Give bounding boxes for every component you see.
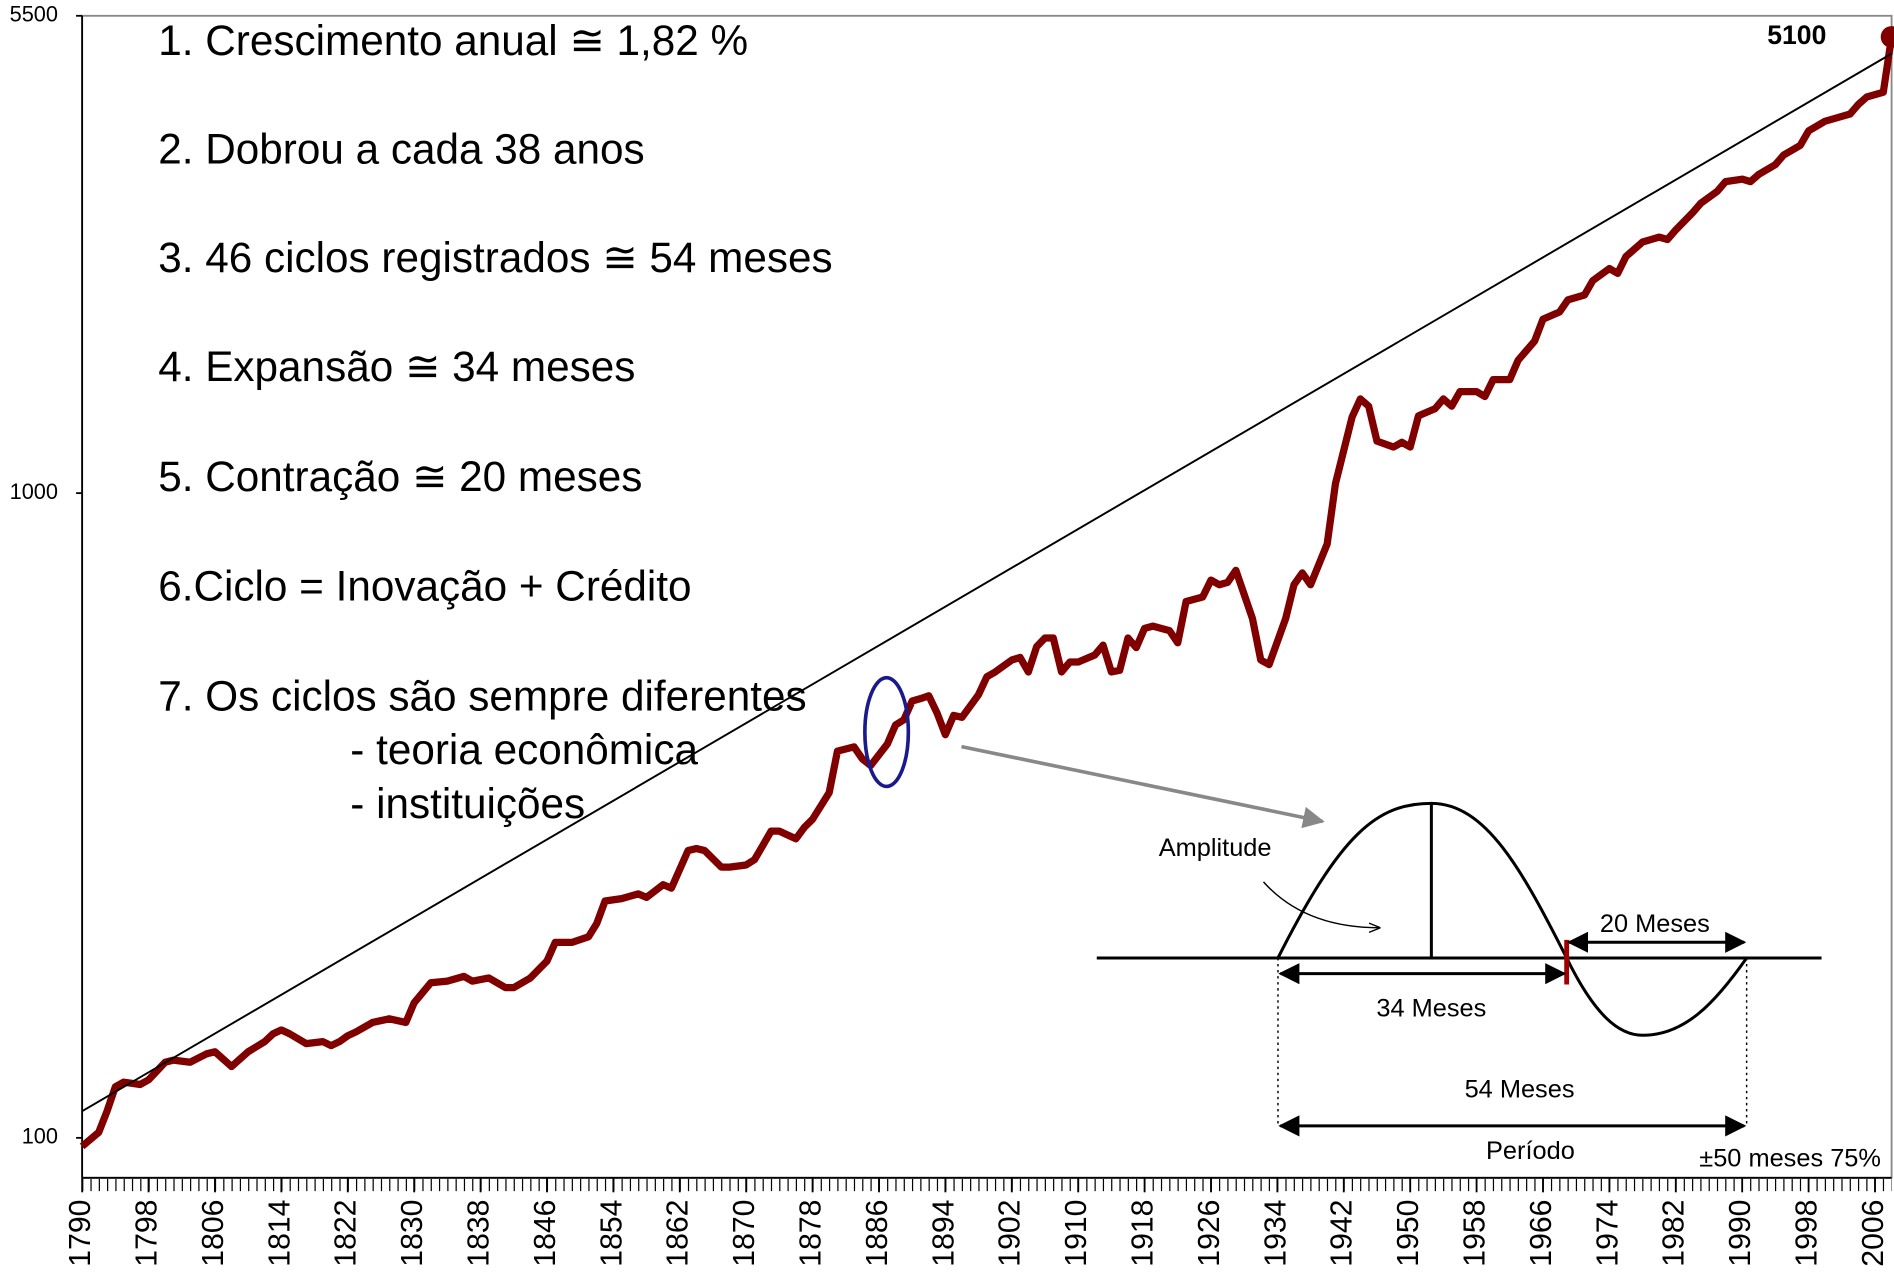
diagram-label: Período	[1486, 1137, 1575, 1165]
note: 7. Os ciclos são sempre diferentes	[158, 673, 806, 720]
note: 6.Ciclo = Inovação + Crédito	[158, 563, 691, 610]
x-tick-label: 1886	[861, 1200, 894, 1267]
diagram-label: 54 Meses	[1465, 1076, 1575, 1104]
end-label: 5100	[1767, 20, 1826, 50]
note: 4. Expansão ≅ 34 meses	[158, 343, 635, 390]
x-tick-label: 1854	[595, 1200, 628, 1267]
y-tick-label: 100	[22, 1124, 58, 1149]
x-tick-label: 1838	[463, 1200, 496, 1267]
x-tick-label: 1990	[1724, 1200, 1757, 1267]
x-tick-label: 1878	[795, 1200, 828, 1267]
cycle-diagram	[1096, 801, 1822, 1137]
note: - instituições	[350, 780, 585, 827]
x-tick-label: 1998	[1791, 1200, 1824, 1267]
y-tick-label: 1000	[10, 479, 58, 504]
note: - teoria econômica	[350, 726, 698, 773]
x-tick-label: 1942	[1326, 1200, 1359, 1267]
x-tick-label: 1894	[927, 1200, 960, 1267]
highlight-ellipse	[863, 675, 911, 789]
series-line	[79, 36, 1894, 1150]
x-tick-label: 1974	[1591, 1200, 1624, 1267]
x-tick-label: 1846	[529, 1200, 562, 1267]
x-tick-label: 1918	[1127, 1200, 1160, 1267]
y-tick-label: 5500	[10, 2, 58, 27]
x-tick-label: 1790	[64, 1200, 97, 1267]
diagram-label: 20 Meses	[1600, 910, 1710, 938]
cycle-curve	[1276, 801, 1748, 1037]
pointer-arrow	[961, 744, 1325, 829]
x-tick-label: 1814	[263, 1200, 296, 1267]
end-point	[1880, 26, 1894, 48]
diagram-labels: Amplitude 20 Meses 34 Meses 54 Meses Per…	[1159, 834, 1881, 1172]
x-tick-label: 1982	[1658, 1200, 1691, 1267]
diagram-label: Amplitude	[1159, 834, 1272, 862]
note: 3. 46 ciclos registrados ≅ 54 meses	[158, 234, 832, 281]
x-tick-label: 1950	[1392, 1200, 1425, 1267]
diagram-label: ±50 meses 75%	[1699, 1144, 1881, 1172]
x-tick-label: 1822	[330, 1200, 363, 1267]
x-tick-label: 1910	[1060, 1200, 1093, 1267]
x-tick-label: 1934	[1259, 1200, 1292, 1267]
note: 2. Dobrou a cada 38 anos	[158, 125, 644, 172]
note: 1. Crescimento anual ≅ 1,82 %	[158, 17, 748, 64]
trend-line	[81, 52, 1893, 1112]
note: 5. Contração ≅ 20 meses	[158, 453, 642, 500]
plot	[79, 26, 1894, 1150]
x-tick-label: 2006	[1857, 1200, 1890, 1267]
x-tick-label: 1806	[197, 1200, 230, 1267]
x-tick-label: 1958	[1459, 1200, 1492, 1267]
x-tick-label: 1870	[728, 1200, 761, 1267]
notes: 1. Crescimento anual ≅ 1,82 % 2. Dobrou …	[158, 17, 832, 827]
x-tick-label: 1798	[131, 1200, 164, 1267]
x-tick-label: 1830	[396, 1200, 429, 1267]
x-tick-label: 1926	[1193, 1200, 1226, 1267]
amplitude-pointer	[1262, 881, 1379, 928]
x-tick-label: 1902	[994, 1200, 1027, 1267]
x-tick-label: 1862	[662, 1200, 695, 1267]
diagram-label: 34 Meses	[1376, 995, 1486, 1023]
x-tick-label: 1966	[1525, 1200, 1558, 1267]
